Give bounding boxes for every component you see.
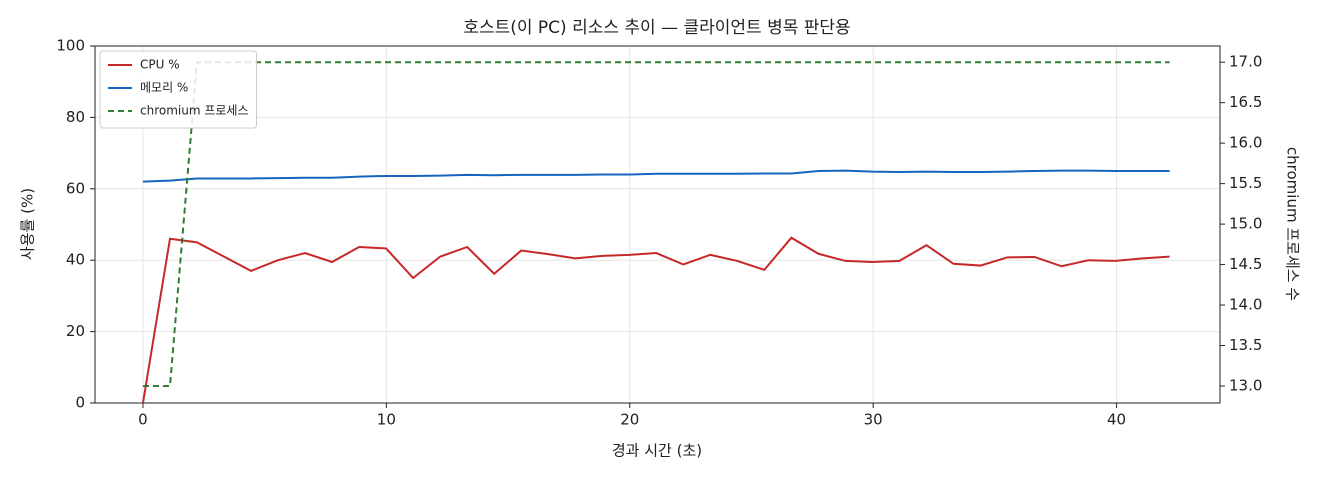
series-line (142, 169, 1170, 183)
y2-tick-label: 16.5 (1229, 93, 1262, 111)
x-tick-label: 10 (377, 411, 396, 429)
y2-tick-label: 14.0 (1229, 296, 1262, 314)
legend-label: chromium 프로세스 (140, 104, 249, 118)
legend-label: CPU % (140, 58, 180, 72)
legend-box (99, 50, 258, 129)
plot-frame (94, 45, 1221, 404)
y2-tick-label: 13.5 (1229, 336, 1262, 354)
y-tick-label: 40 (66, 251, 85, 269)
y-tick-label: 0 (75, 394, 85, 412)
series-line (141, 236, 1170, 404)
legend: CPU % 메모리 % chromium 프로세스 (99, 50, 258, 129)
y2-tick-label: 13.0 (1229, 377, 1262, 395)
y2-tick-label: 15.5 (1229, 174, 1262, 192)
y-axis-label: 사용률 (%) (19, 188, 37, 260)
series-line (142, 61, 1170, 387)
y2-tick-label: 14.5 (1229, 255, 1262, 273)
y-tick-label: 60 (66, 179, 85, 197)
y2-axis-label: chromium 프로세스 수 (1284, 147, 1302, 301)
x-tick-label: 30 (864, 411, 883, 429)
y2-tick-label: 17.0 (1229, 53, 1262, 71)
x-axis-label: 경과 시간 (초) (612, 442, 702, 460)
x-tick-label: 0 (138, 411, 148, 429)
y-tick-label: 100 (56, 37, 85, 55)
x-tick-label: 40 (1107, 411, 1126, 429)
legend-label: 메모리 % (140, 81, 188, 95)
y2-tick-label: 16.0 (1229, 134, 1262, 152)
chart-title: 호스트(이 PC) 리소스 추이 — 클라이언트 병목 판단용 (463, 18, 850, 38)
y-tick-label: 20 (66, 322, 85, 340)
x-tick-label: 20 (620, 411, 639, 429)
y2-tick-label: 15.0 (1229, 215, 1262, 233)
y-tick-label: 80 (66, 108, 85, 126)
